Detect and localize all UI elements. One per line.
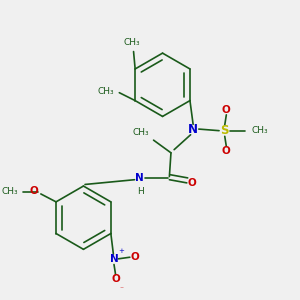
Text: O: O [222,105,231,115]
Text: CH₃: CH₃ [98,87,115,96]
Text: CH₃: CH₃ [132,128,149,137]
Text: N: N [188,123,198,136]
Text: N: N [135,173,144,183]
Text: S: S [220,124,229,137]
Text: O: O [130,252,139,262]
Text: O: O [30,186,39,197]
Text: CH₃: CH₃ [124,38,140,47]
Text: CH₃: CH₃ [2,187,18,196]
Text: H: H [137,187,144,196]
Text: N: N [110,254,118,264]
Text: O: O [222,146,231,156]
Text: O: O [111,274,120,284]
Text: O: O [187,178,196,188]
Text: ⁻: ⁻ [119,284,123,293]
Text: CH₃: CH₃ [252,126,268,135]
Text: +: + [118,248,124,254]
